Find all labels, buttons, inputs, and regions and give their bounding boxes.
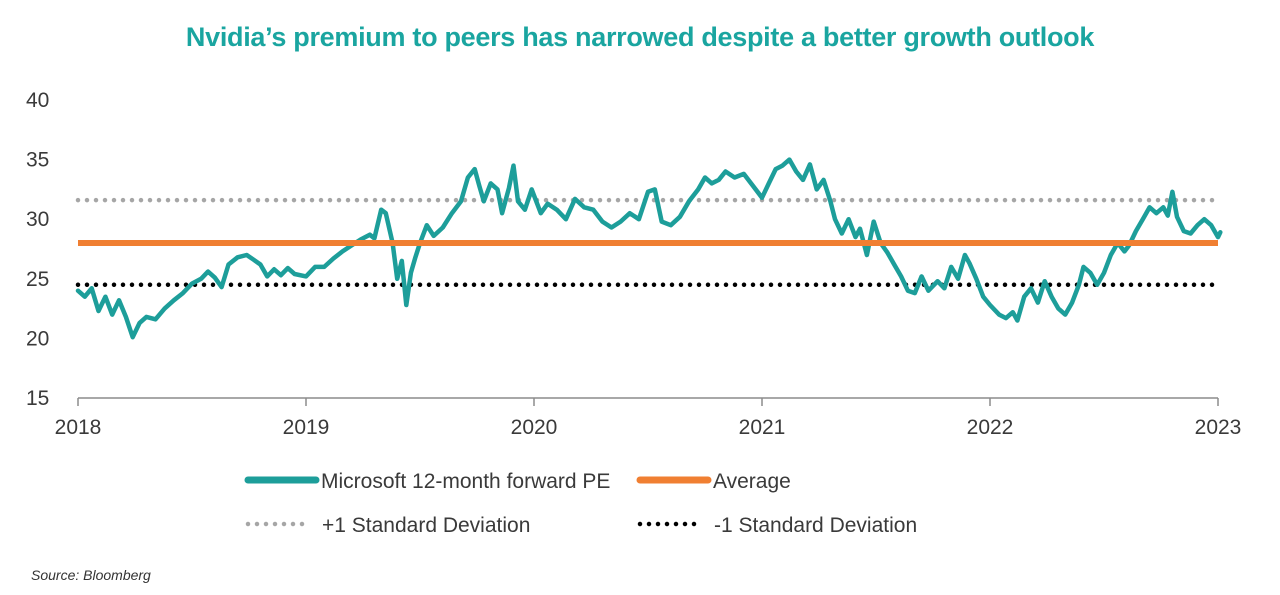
x-tick-label-2018: 2018 <box>55 416 102 439</box>
legend-plus-1-sd-label: +1 Standard Deviation <box>322 514 530 537</box>
series-layer <box>75 157 1223 340</box>
y-tick-label-40: 40 <box>26 89 49 112</box>
reference-lines <box>75 197 1221 288</box>
series-line-msft-forward-pe <box>75 157 1223 340</box>
x-tick-label-2022: 2022 <box>967 416 1014 439</box>
x-tick-label-2021: 2021 <box>739 416 786 439</box>
chart-title: Nvidia’s premium to peers has narrowed d… <box>185 22 1095 52</box>
y-axis-tick-labels: 15 20 25 30 35 40 <box>26 89 49 410</box>
x-tick-label-2019: 2019 <box>283 416 330 439</box>
x-tick-label-2023: 2023 <box>1195 416 1242 439</box>
y-tick-label-30: 30 <box>26 208 49 231</box>
y-tick-label-20: 20 <box>26 327 49 350</box>
y-tick-label-15: 15 <box>26 387 49 410</box>
legend-minus-1-sd-label: -1 Standard Deviation <box>714 514 917 537</box>
legend: Microsoft 12-month forward PE Average +1 S… <box>244 470 917 537</box>
legend-average-label: Average <box>713 470 791 493</box>
x-axis-ticks: 2018 2019 2020 2021 2022 2023 <box>55 398 1242 439</box>
source-note: Source: Bloomberg <box>31 567 151 583</box>
legend-msft-forward-pe-label: Microsoft 12-month forward PE <box>321 470 610 493</box>
x-tick-label-2020: 2020 <box>511 416 558 439</box>
y-tick-label-25: 25 <box>26 268 49 291</box>
y-tick-label-35: 35 <box>26 149 49 172</box>
